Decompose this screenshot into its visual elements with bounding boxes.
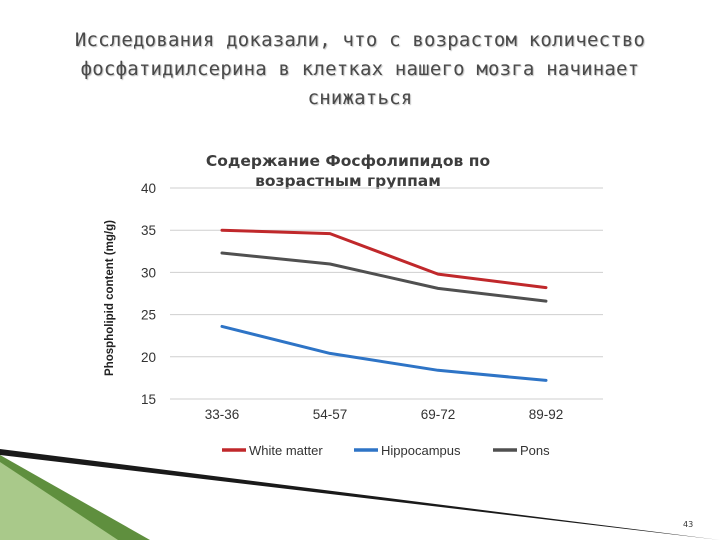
slide-title: Исследования доказали, что с возрастом к…	[74, 29, 646, 109]
corner-light-wedge	[0, 462, 118, 540]
grid	[170, 187, 603, 400]
series-line-white-matter	[220, 228, 548, 290]
y-tick-label: 20	[141, 350, 156, 365]
x-tick-label: 54-57	[313, 407, 348, 422]
series-line-pons	[220, 251, 548, 303]
y-tick-label: 25	[141, 308, 156, 323]
y-tick-label: 30	[141, 265, 156, 280]
y-tick-label: 35	[141, 223, 156, 238]
corner-dark-stripe	[0, 449, 720, 540]
chart-title: Содержание Фосфолипидов по возрастным гр…	[206, 152, 490, 190]
chart-title-line-1: Содержание Фосфолипидов по	[206, 152, 490, 170]
x-tick-label: 89-92	[529, 407, 564, 422]
x-tick-label: 69-72	[421, 407, 456, 422]
series-line-hippocampus	[220, 324, 548, 382]
y-tick-labels: 15 20 25 30 35 40	[141, 181, 156, 407]
y-axis-label: Phospholipid content (mg/g)	[104, 220, 116, 376]
series-lines	[220, 228, 548, 382]
page-number: 43	[683, 520, 694, 529]
slide-decoration	[0, 449, 720, 540]
legend-label: Pons	[520, 443, 550, 458]
y-tick-label: 40	[141, 181, 156, 196]
legend-label: White matter	[249, 443, 323, 458]
legend-label: Hippocampus	[381, 443, 461, 458]
x-tick-labels: 33-36 54-57 69-72 89-92	[205, 407, 564, 422]
y-tick-label: 15	[141, 392, 156, 407]
legend: White matter Hippocampus Pons	[222, 443, 550, 458]
x-tick-label: 33-36	[205, 407, 240, 422]
chart-title-line-2: возрастным группам	[255, 172, 441, 190]
